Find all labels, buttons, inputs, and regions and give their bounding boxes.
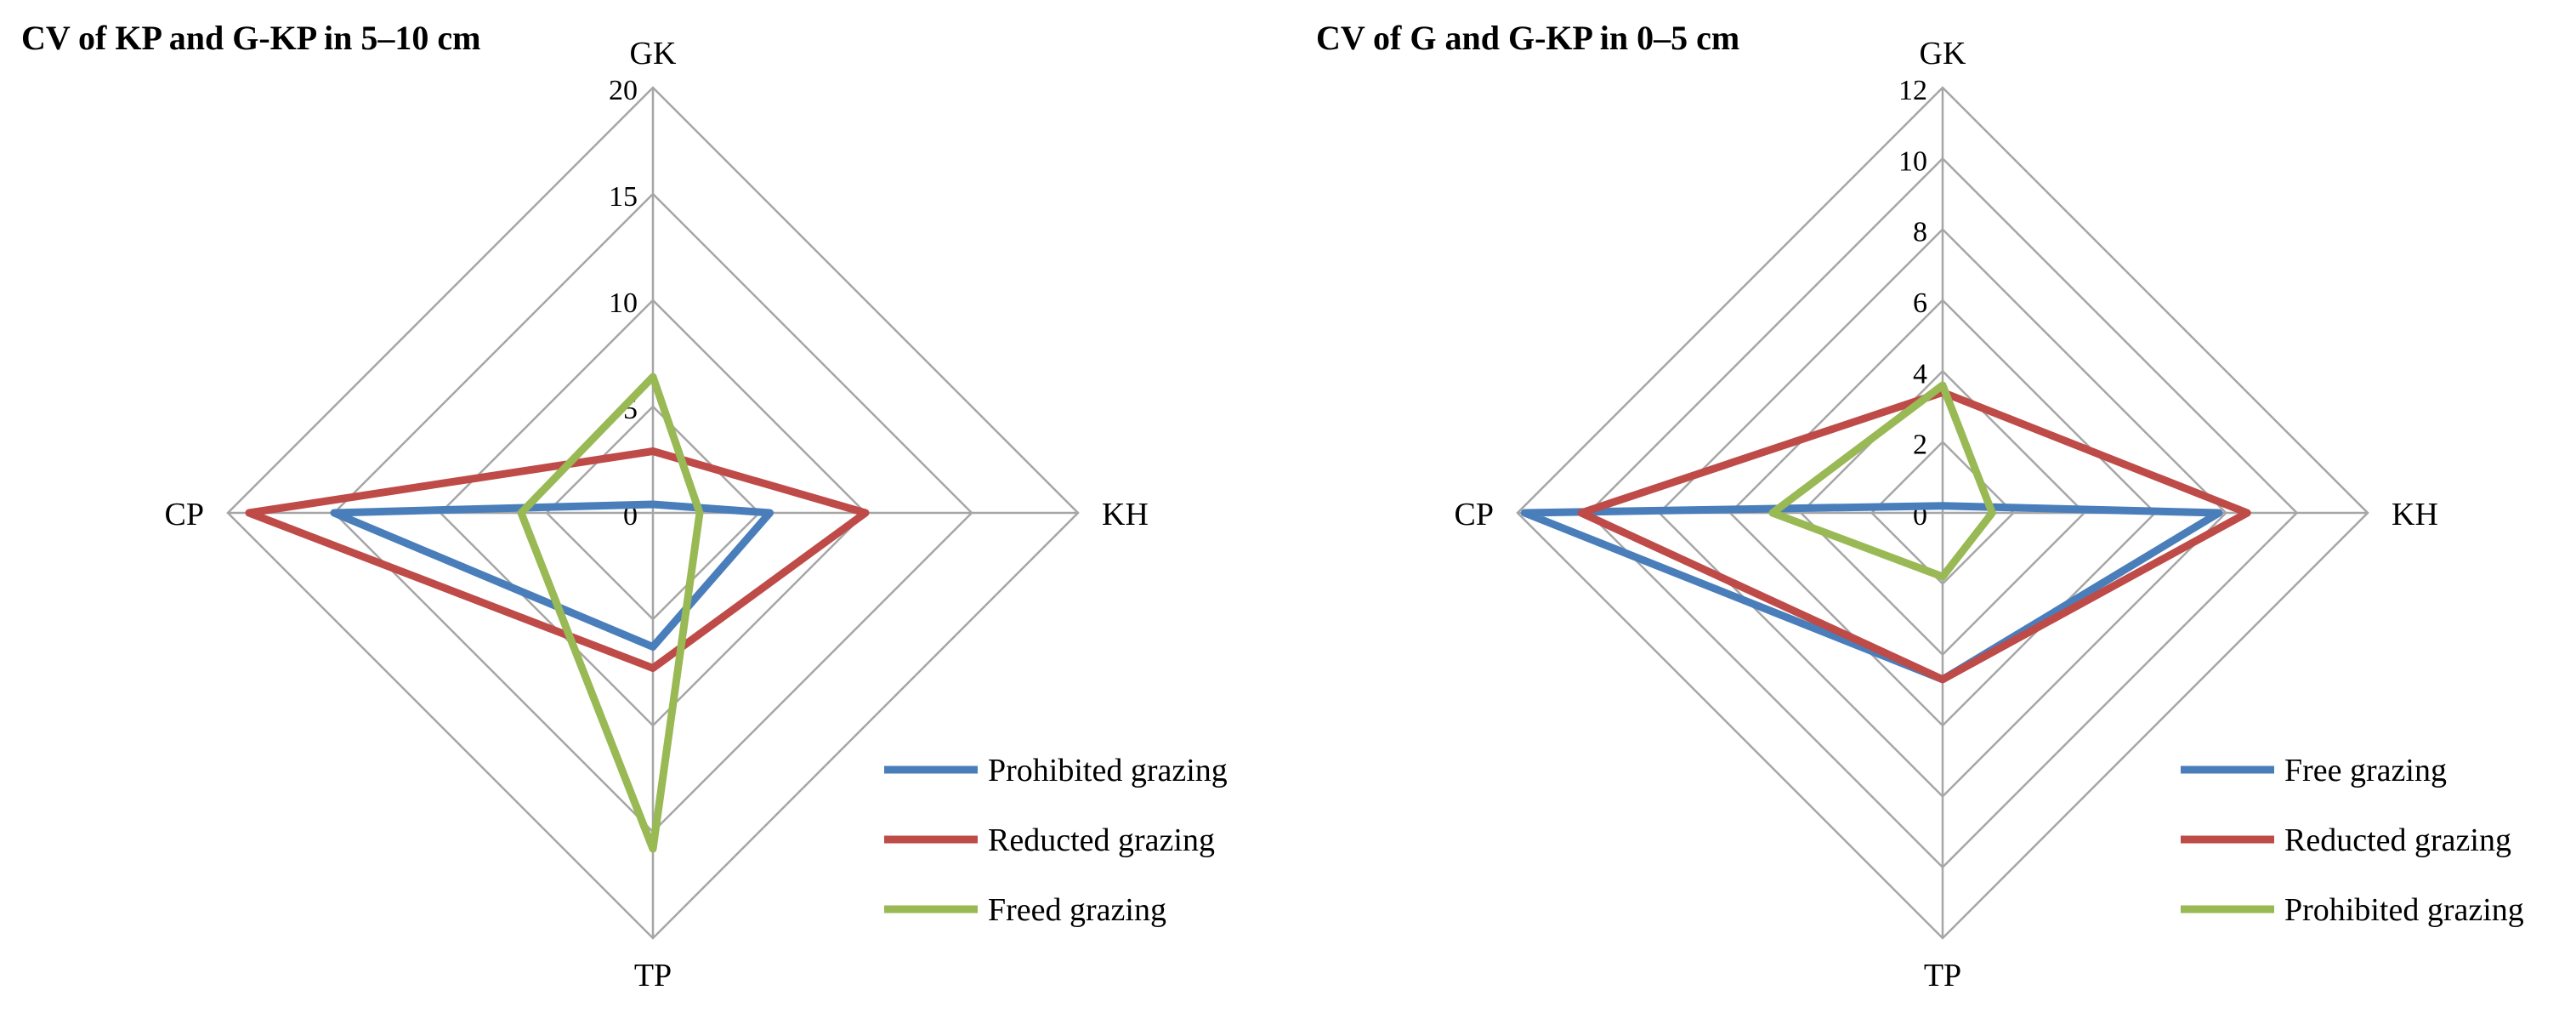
axis-label-gk: GK <box>630 36 677 71</box>
series-line-1 <box>330 500 774 651</box>
chart-title: CV of KP and G-KP in 5–10 cm <box>21 19 480 57</box>
axis-label-tp: TP <box>1924 958 1961 993</box>
tick-label: 10 <box>1898 145 1927 177</box>
legend: Prohibited grazing Reducted grazing Freed … <box>884 753 1228 928</box>
tick-label: 2 <box>1913 430 1927 461</box>
legend-label-2: Reducted grazing <box>988 822 1215 858</box>
tick-label: 8 <box>1913 217 1927 248</box>
tick-label: 15 <box>609 181 638 213</box>
chart-title: CV of G and G-KP in 0–5 cm <box>1316 19 1739 57</box>
series-line-3 <box>1768 381 1996 581</box>
legend-label-2: Reducted grazing <box>2284 822 2511 858</box>
legend-label-3: Freed grazing <box>988 892 1166 928</box>
legend-label-1: Free grazing <box>2284 753 2447 788</box>
axis-label-cp: CP <box>1455 497 1494 532</box>
legend: Free grazing Reducted grazing Prohibited g… <box>2181 753 2524 928</box>
axis-label-kh: KH <box>1102 497 1149 532</box>
series-line-2 <box>245 447 870 672</box>
radar-chart-right: CV of G and G-KP in 0–5 cm 024681012GKKH… <box>1316 19 2524 993</box>
series-line-2 <box>1577 388 2251 684</box>
radar-chart-left: CV of KP and G-KP in 5–10 cm 05101520GKK… <box>21 19 1228 993</box>
tick-label: 20 <box>609 75 638 106</box>
series-line-3 <box>517 373 704 853</box>
tick-label: 6 <box>1913 287 1927 319</box>
axis-label-tp: TP <box>634 958 672 993</box>
axis-label-cp: CP <box>165 497 204 532</box>
tick-label: 10 <box>609 287 638 319</box>
legend-label-3: Prohibited grazing <box>2284 892 2524 928</box>
tick-label: 12 <box>1898 75 1927 106</box>
tick-label: 4 <box>1913 358 1927 390</box>
axis-label-kh: KH <box>2392 497 2438 532</box>
axis-label-gk: GK <box>1920 36 1966 71</box>
legend-label-1: Prohibited grazing <box>988 753 1228 788</box>
